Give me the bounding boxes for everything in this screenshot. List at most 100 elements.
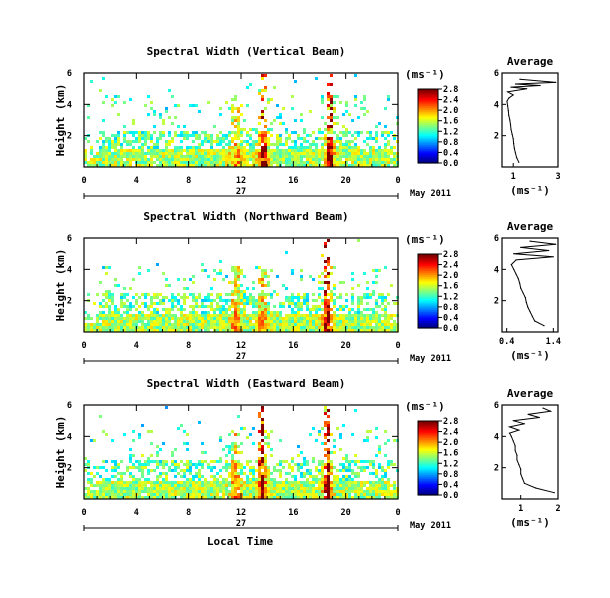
heatmap-cell [366, 143, 369, 146]
heatmap-cell [333, 95, 336, 98]
heatmap-cell [171, 95, 174, 98]
heatmap-cell [162, 308, 165, 311]
heatmap-cell [204, 478, 207, 481]
heatmap-cell [360, 496, 363, 499]
heatmap-cell [309, 314, 312, 317]
heatmap-cell [207, 101, 210, 104]
heatmap-cell [327, 460, 330, 463]
heatmap-cell [375, 305, 378, 308]
heatmap-cell [324, 311, 327, 314]
heatmap-cell [195, 149, 198, 152]
colorbar-swatch [418, 487, 438, 491]
heatmap-cell [330, 466, 333, 469]
heatmap-cell [159, 149, 162, 152]
heatmap-cell [258, 430, 261, 433]
heatmap-cell [120, 493, 123, 496]
heatmap-cell [363, 493, 366, 496]
heatmap-cell [219, 269, 222, 272]
heatmap-cell [180, 311, 183, 314]
heatmap-cell [138, 478, 141, 481]
heatmap-cell [267, 469, 270, 472]
heatmap-cell [375, 281, 378, 284]
heatmap-cell [327, 116, 330, 119]
heatmap-cell [339, 323, 342, 326]
heatmap-cell [303, 152, 306, 155]
heatmap-cell [369, 137, 372, 140]
heatmap-cell [90, 478, 93, 481]
heatmap-cell [318, 152, 321, 155]
heatmap-cell [324, 293, 327, 296]
heatmap-cell [219, 314, 222, 317]
heatmap-cell [354, 487, 357, 490]
heatmap-cell [261, 134, 264, 137]
heatmap-cell [348, 466, 351, 469]
heatmap-cell [321, 155, 324, 158]
heatmap-cell [216, 302, 219, 305]
heatmap-cell [234, 329, 237, 332]
heatmap-cell [165, 311, 168, 314]
heatmap-cell [162, 134, 165, 137]
heatmap-cell [315, 149, 318, 152]
heatmap-cell [348, 329, 351, 332]
heatmap-cell [87, 293, 90, 296]
heatmap-cell [216, 161, 219, 164]
heatmap-cell [267, 436, 270, 439]
heatmap-cell [225, 323, 228, 326]
heatmap-cell [99, 317, 102, 320]
heatmap-cell [279, 158, 282, 161]
heatmap-cell [198, 463, 201, 466]
heatmap-cell [186, 134, 189, 137]
heatmap-cell [123, 323, 126, 326]
colorbar-swatch [418, 109, 438, 112]
heatmap-cell [177, 161, 180, 164]
heatmap-cell [204, 299, 207, 302]
heatmap-cell [378, 320, 381, 323]
heatmap-cell [99, 149, 102, 152]
date-month-label: May 2011 [410, 189, 451, 199]
heatmap-cell [108, 314, 111, 317]
heatmap-cell [189, 460, 192, 463]
heatmap-cell [141, 314, 144, 317]
heatmap-cell [126, 164, 129, 167]
heatmap-cell [132, 305, 135, 308]
heatmap-cell [306, 469, 309, 472]
heatmap-cell [102, 164, 105, 167]
heatmap-cell [336, 149, 339, 152]
heatmap-cell [261, 281, 264, 284]
colorbar-tick-label: 0.8 [443, 138, 458, 148]
heatmap-cell [219, 308, 222, 311]
heatmap-cell [186, 296, 189, 299]
heatmap-cell [345, 469, 348, 472]
heatmap-cell [363, 272, 366, 275]
heatmap-cell [384, 125, 387, 128]
heatmap-cell [222, 152, 225, 155]
heatmap-cell [231, 149, 234, 152]
heatmap-cell [327, 451, 330, 454]
heatmap-cell [324, 433, 327, 436]
heatmap-cell [141, 137, 144, 140]
heatmap-cell [294, 140, 297, 143]
heatmap-cell [198, 329, 201, 332]
heatmap-cell [87, 487, 90, 490]
heatmap-cell [102, 484, 105, 487]
average-x-label: (ms⁻¹) [510, 516, 550, 529]
heatmap-cell [330, 493, 333, 496]
heatmap-cell [303, 496, 306, 499]
heatmap-cell [210, 487, 213, 490]
heatmap-cell [198, 137, 201, 140]
average-point [519, 282, 521, 285]
heatmap-cell [84, 487, 87, 490]
heatmap-cell [312, 496, 315, 499]
heatmap-cell [375, 436, 378, 439]
heatmap-cell [141, 496, 144, 499]
heatmap-cell [177, 155, 180, 158]
heatmap-cell [207, 149, 210, 152]
heatmap-cell [279, 463, 282, 466]
heatmap-cell [363, 326, 366, 329]
heatmap-cell [315, 77, 318, 80]
colorbar-swatch [418, 483, 438, 487]
heatmap-cell [261, 296, 264, 299]
heatmap-cell [354, 463, 357, 466]
heatmap-cell [330, 98, 333, 101]
heatmap-cell [144, 496, 147, 499]
